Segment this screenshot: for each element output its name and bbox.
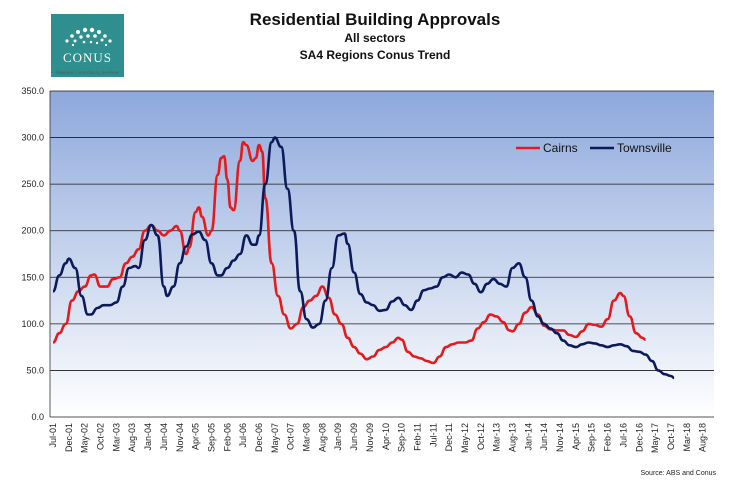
x-tick-label: Oct-12 [476,423,486,450]
x-tick-label: Apr-15 [571,423,581,450]
x-tick-label: Jul-06 [238,423,248,448]
x-tick-label: Dec-16 [634,423,644,452]
x-tick-label: Feb-11 [412,423,422,451]
x-tick-label: Jun-09 [349,423,359,451]
x-tick-label: Mar-13 [492,423,502,452]
x-tick-label: Apr-10 [381,423,391,450]
y-tick-label: 50.0 [26,365,44,375]
logo-wordmark: CONUS [62,50,113,65]
chart-title: Residential Building Approvals [249,10,501,29]
x-tick-label: Jul-11 [428,423,438,447]
y-tick-label: 250.0 [21,179,44,189]
source-note: Source: ABS and Conus [640,470,717,477]
x-tick-label: May-02 [80,423,90,453]
x-tick-label: May-17 [650,423,660,453]
x-tick-label: Feb-16 [603,423,613,452]
chart-subtitle-2: SA4 Regions Conus Trend [299,48,451,62]
x-tick-label: Sep-15 [587,423,597,452]
x-tick-label: Dec-06 [254,423,264,452]
x-tick-label: Mar-18 [682,423,692,452]
y-tick-label: 200.0 [21,226,44,236]
logo-mark-icon [65,27,112,47]
x-tick-label: Nov-14 [555,423,565,452]
series-line-townsville [52,136,675,380]
y-tick-label: 0.0 [31,412,44,422]
x-tick-label: Oct-07 [286,423,296,450]
x-tick-label: Oct-17 [666,423,676,450]
x-tick-label: Aug-08 [317,423,327,452]
conus-logo: CONUS [51,14,124,77]
x-tick-label: Aug-18 [698,423,708,452]
x-tick-label: May-12 [460,423,470,453]
x-tick-label: Aug-03 [127,423,137,452]
x-tick-label: Jul-16 [618,423,628,448]
x-tick-label: Mar-03 [111,423,121,452]
x-tick-label: Aug-13 [508,423,518,452]
y-tick-label: 300.0 [21,133,44,143]
x-tick-label: Nov-09 [365,423,375,452]
x-tick-label: Oct-02 [96,423,106,450]
y-tick-label: 150.0 [21,272,44,282]
legend-label-cairns: Cairns [543,141,578,155]
x-tick-label: Jun-04 [159,423,169,451]
x-tick-label: Jan-04 [143,423,153,451]
x-tick-label: Dec-01 [64,423,74,452]
legend-label-townsville: Townsville [617,141,672,155]
x-tick-label: Sep-10 [397,423,407,452]
x-tick-label: Apr-05 [191,423,201,450]
x-tick-label: May-07 [270,423,280,453]
chart-header: Residential Building Approvals All secto… [220,10,530,64]
x-tick-label: Feb-06 [222,423,232,452]
x-tick-label: Jun-14 [539,423,549,451]
x-tick-label: Nov-04 [175,423,185,452]
y-tick-label: 350.0 [21,86,44,96]
x-tick-label: Jan-14 [523,423,533,451]
x-tick-label: Sep-05 [206,423,216,452]
x-tick-label: Jul-01 [48,423,58,448]
chart-subtitle: All sectors [344,31,406,45]
y-tick-label: 100.0 [21,319,44,329]
x-tick-label: Mar-08 [302,423,312,452]
logo-tagline: Business Consultancy Services [56,71,119,76]
x-tick-label: Jan-09 [333,423,343,451]
plot-area [50,91,714,417]
x-tick-label: Dec-11 [444,423,454,451]
